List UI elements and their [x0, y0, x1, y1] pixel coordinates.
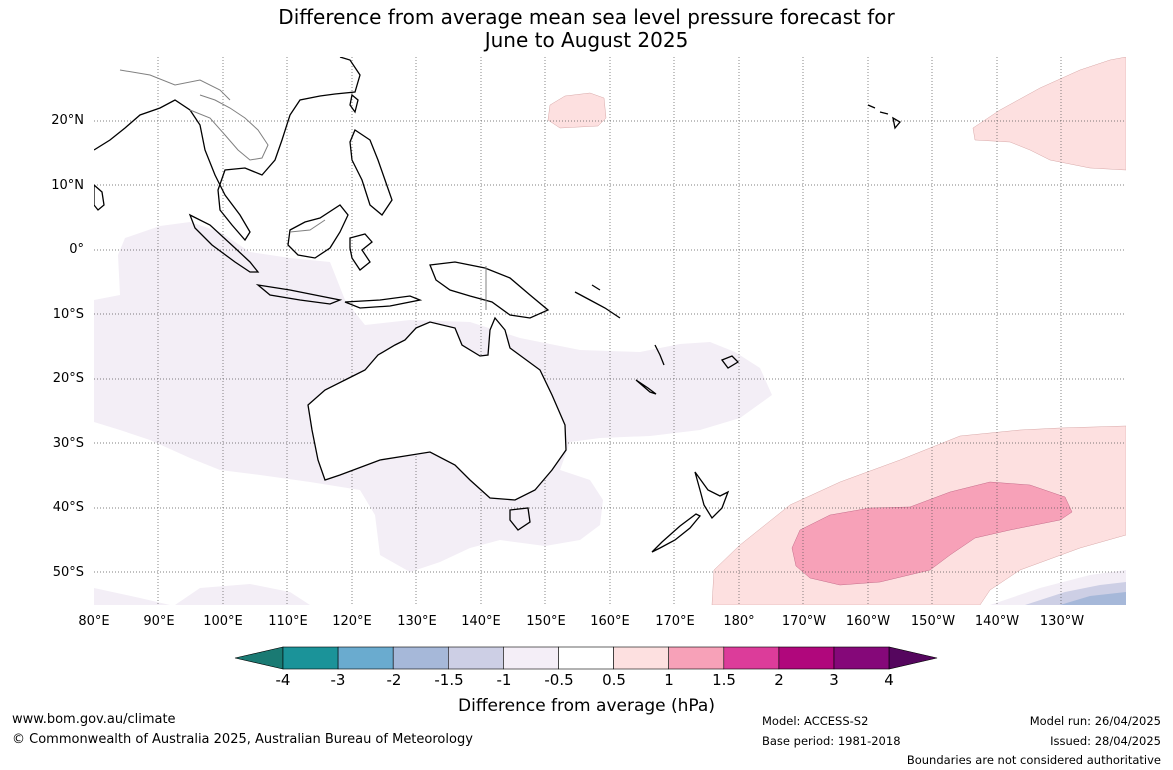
colorbar-swatch: [282, 646, 339, 670]
issued-text: Issued: 28/04/2025: [1050, 734, 1161, 748]
lon-label-110e: 110°E: [268, 614, 308, 629]
sulawesi-coastline: [349, 233, 373, 271]
colorbar-tick-6: -0.5: [544, 671, 574, 689]
china-borders: [119, 69, 231, 101]
negative-anomaly-region-south: [175, 584, 310, 605]
colorbar-tick-10: 2: [774, 671, 784, 689]
negative-anomaly-region-se-inner: [1060, 592, 1126, 605]
lesser-sunda-coastline: [344, 295, 423, 309]
lat-label-10s: 10°S: [52, 307, 84, 322]
colorbar-max-arrow: [888, 646, 938, 670]
philippines-coastline: [349, 129, 393, 216]
colorbar-tick-2: -3: [330, 671, 346, 689]
lon-label-180: 180°: [723, 614, 755, 629]
sumatra-coastline: [188, 213, 260, 273]
lon-label-140e: 140°E: [461, 614, 501, 629]
lat-label-20n: 20°N: [51, 113, 84, 128]
borneo-border: [289, 219, 326, 233]
chart-title-line-2: June to August 2025: [484, 28, 689, 52]
mainland-asia-coastline: [94, 57, 361, 242]
disclaimer-text: Boundaries are not considered authoritat…: [906, 753, 1161, 767]
colorbar-swatch: [778, 646, 835, 670]
colorbar-swatch: [723, 646, 780, 670]
lon-label-160e: 160°E: [590, 614, 630, 629]
colorbar-swatches: [234, 646, 938, 670]
positive-anomaly-region-nepac: [972, 57, 1126, 171]
colorbar-tick-3: -2: [386, 671, 402, 689]
colorbar-min-arrow: [234, 646, 284, 670]
colorbar-label: Difference from average (hPa): [458, 696, 715, 716]
chart-title-line-1: Difference from average mean sea level p…: [278, 5, 895, 29]
coastlines: [94, 57, 901, 553]
model-text: Model: ACCESS-S2: [762, 714, 869, 728]
lon-label-130w: 130°W: [1039, 614, 1085, 629]
colorbar-tick-12: 4: [884, 671, 894, 689]
sri-lanka-coastline: [94, 184, 105, 211]
lon-label-160w: 160°W: [845, 614, 891, 629]
new-guinea-coastline: [429, 261, 550, 319]
borneo-coastline: [287, 204, 349, 259]
lon-label-140w: 140°W: [974, 614, 1020, 629]
positive-anomaly-region-core: [791, 481, 1073, 586]
colorbar-swatch: [447, 646, 504, 670]
lon-label-170w: 170°W: [781, 614, 827, 629]
lat-label-20s: 20°S: [52, 371, 84, 386]
taiwan-coastline: [349, 93, 359, 114]
new-zealand-south-coastline: [651, 513, 702, 553]
lat-label-10n: 10°N: [51, 178, 84, 193]
colorbar-swatch: [558, 646, 614, 670]
lat-label-0: 0°: [69, 242, 84, 257]
colorbar-tick-5: -1: [496, 671, 512, 689]
colorbar-tick-4: -1.5: [434, 671, 464, 689]
lat-label-40s: 40°S: [52, 500, 84, 515]
java-coastline: [255, 283, 343, 305]
lon-label-170e: 170°E: [655, 614, 695, 629]
colorbar-tick-8: 1: [664, 671, 674, 689]
model-run-text: Model run: 26/04/2025: [1029, 714, 1161, 728]
hawaii-coastline: [867, 104, 901, 130]
country-borders: [119, 69, 487, 310]
colorbar-swatch: [613, 646, 669, 670]
tasmania-coastline: [509, 507, 531, 531]
colorbar-swatch: [337, 646, 394, 670]
lon-label-90e: 90°E: [143, 614, 175, 629]
fiji-coastline: [720, 355, 740, 369]
copyright-text: © Commonwealth of Australia 2025, Austra…: [12, 732, 473, 747]
colorbar-tick-9: 1.5: [712, 671, 736, 689]
colorbar-swatch: [668, 646, 725, 670]
website-link[interactable]: www.bom.gov.au/climate: [12, 712, 176, 727]
colorbar-swatch: [392, 646, 449, 670]
lat-label-50s: 50°S: [52, 565, 84, 580]
positive-anomaly-region-wpac: [547, 92, 607, 129]
new-zealand-north-coastline: [694, 471, 730, 520]
lon-label-80e: 80°E: [78, 614, 110, 629]
negative-anomaly-region-sw-corner: [94, 588, 170, 605]
solomon-islands-coastline: [574, 284, 621, 319]
lon-label-100e: 100°E: [203, 614, 243, 629]
vanuatu-coastline: [654, 344, 665, 366]
lat-label-30s: 30°S: [52, 436, 84, 451]
lon-label-150e: 150°E: [526, 614, 566, 629]
colorbar-tick-11: 3: [829, 671, 839, 689]
colorbar-swatch: [833, 646, 890, 670]
lon-label-120e: 120°E: [332, 614, 372, 629]
australia-coastline: [307, 316, 567, 501]
colorbar-tick-1: -4: [275, 671, 291, 689]
lon-label-150w: 150°W: [910, 614, 956, 629]
colorbar-tick-7: 0.5: [602, 671, 626, 689]
indochina-borders: [189, 94, 269, 161]
base-period-text: Base period: 1981-2018: [762, 734, 901, 748]
new-caledonia-coastline: [635, 379, 657, 395]
colorbar-swatch: [503, 646, 559, 670]
lon-label-130e: 130°E: [397, 614, 437, 629]
